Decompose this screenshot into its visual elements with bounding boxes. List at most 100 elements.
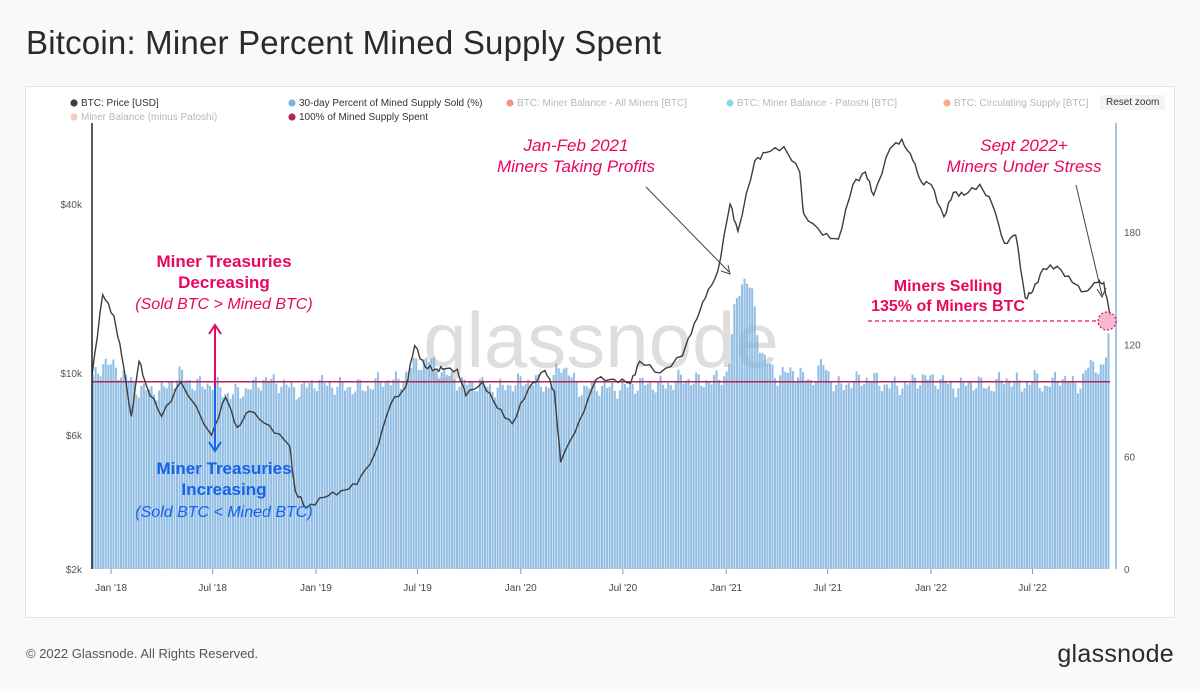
legend-label: 30-day Percent of Mined Supply Sold (%) [299, 98, 482, 109]
bar [201, 386, 204, 569]
bar [242, 396, 245, 569]
chart-card: glassnode $2k $6k $10k $40k 0 60 120 180 Jan '18 J… [25, 86, 1175, 618]
legend-marker [70, 99, 78, 107]
bar [125, 375, 128, 569]
bar [1005, 378, 1008, 569]
legend-item[interactable]: 30-day Percent of Mined Supply Sold (%) [288, 98, 482, 109]
bar [914, 377, 917, 569]
bar [407, 371, 410, 569]
bar [453, 378, 456, 569]
legend-item[interactable]: 100% of Mined Supply Spent [288, 112, 428, 123]
bar [830, 381, 833, 569]
legend-item[interactable]: BTC: Price [USD] [70, 98, 159, 109]
legend-item[interactable]: BTC: Circulating Supply [BTC] [943, 98, 1089, 109]
bar [888, 388, 891, 569]
bar [784, 371, 787, 569]
bar [1087, 367, 1090, 569]
bar [573, 372, 576, 569]
bar [183, 380, 186, 569]
x-tick-label: Jan '19 [300, 583, 332, 594]
bar [499, 378, 502, 569]
bar [504, 390, 507, 569]
bar [1066, 381, 1069, 569]
bar [501, 385, 504, 569]
legend-marker [288, 99, 296, 107]
bar [92, 374, 95, 569]
bar [1056, 380, 1059, 569]
bar [962, 381, 965, 569]
bar [282, 379, 285, 569]
legend-item[interactable]: Miner Balance (minus Patoshi) [70, 112, 217, 123]
bar [601, 385, 604, 569]
bar [781, 367, 784, 569]
bar [606, 388, 609, 569]
bar [374, 378, 377, 569]
bar [346, 387, 349, 569]
bar [1059, 385, 1062, 569]
bar [733, 304, 736, 569]
bar [916, 388, 919, 569]
bar [112, 359, 115, 569]
reset-zoom-button[interactable]: Reset zoom [1100, 95, 1166, 110]
bar [873, 373, 876, 569]
bar [560, 372, 563, 569]
bar [705, 380, 708, 569]
bar [275, 383, 278, 569]
x-tick-label: Jan '20 [505, 583, 537, 594]
bar [746, 283, 749, 569]
bar [188, 380, 191, 569]
bar [509, 385, 512, 569]
bar [247, 389, 250, 569]
bar [420, 370, 423, 569]
bar [970, 381, 973, 569]
bar [684, 380, 688, 569]
bar [858, 374, 861, 569]
bar [1051, 377, 1054, 569]
bar [203, 389, 207, 569]
bar [422, 359, 425, 569]
bar [1102, 364, 1105, 569]
bar [626, 387, 629, 569]
bar [209, 386, 212, 569]
bar [987, 385, 990, 569]
bar [537, 374, 540, 569]
x-tick-label: Jul '21 [813, 583, 842, 594]
bar [259, 390, 263, 569]
bar [789, 367, 792, 569]
bar [677, 369, 680, 569]
bar [575, 380, 578, 569]
page-title: Bitcoin: Miner Percent Mined Supply Spen… [26, 24, 662, 61]
bar [1023, 388, 1026, 569]
bar [1084, 370, 1087, 569]
legend-label: Miner Balance (minus Patoshi) [81, 112, 217, 123]
legend-label: BTC: Miner Balance - Patoshi [BTC] [737, 98, 897, 109]
bar [450, 371, 453, 569]
legend-item[interactable]: BTC: Miner Balance - Patoshi [BTC] [726, 98, 897, 109]
bar [216, 376, 219, 569]
bar [590, 381, 593, 569]
bar [461, 377, 464, 569]
bar [700, 385, 703, 569]
bar [641, 377, 644, 569]
bar [104, 358, 107, 569]
bar [389, 385, 392, 569]
bar [298, 397, 301, 569]
bar [804, 380, 807, 569]
bar [814, 381, 817, 569]
bar [239, 398, 242, 569]
annotation-increasing-sub: (Sold BTC < Mined BTC) [135, 504, 312, 521]
bar [262, 379, 265, 569]
bar [730, 334, 733, 569]
bar [1003, 384, 1006, 569]
bar [318, 379, 321, 569]
bar [616, 398, 619, 569]
bar [336, 386, 339, 569]
bar [748, 287, 751, 569]
bar [824, 369, 827, 569]
legend-item[interactable]: BTC: Miner Balance - All Miners [BTC] [506, 98, 687, 109]
bar [636, 390, 639, 569]
bar [97, 373, 100, 569]
bar [494, 397, 497, 569]
bar [1008, 380, 1011, 569]
bar [226, 392, 229, 569]
